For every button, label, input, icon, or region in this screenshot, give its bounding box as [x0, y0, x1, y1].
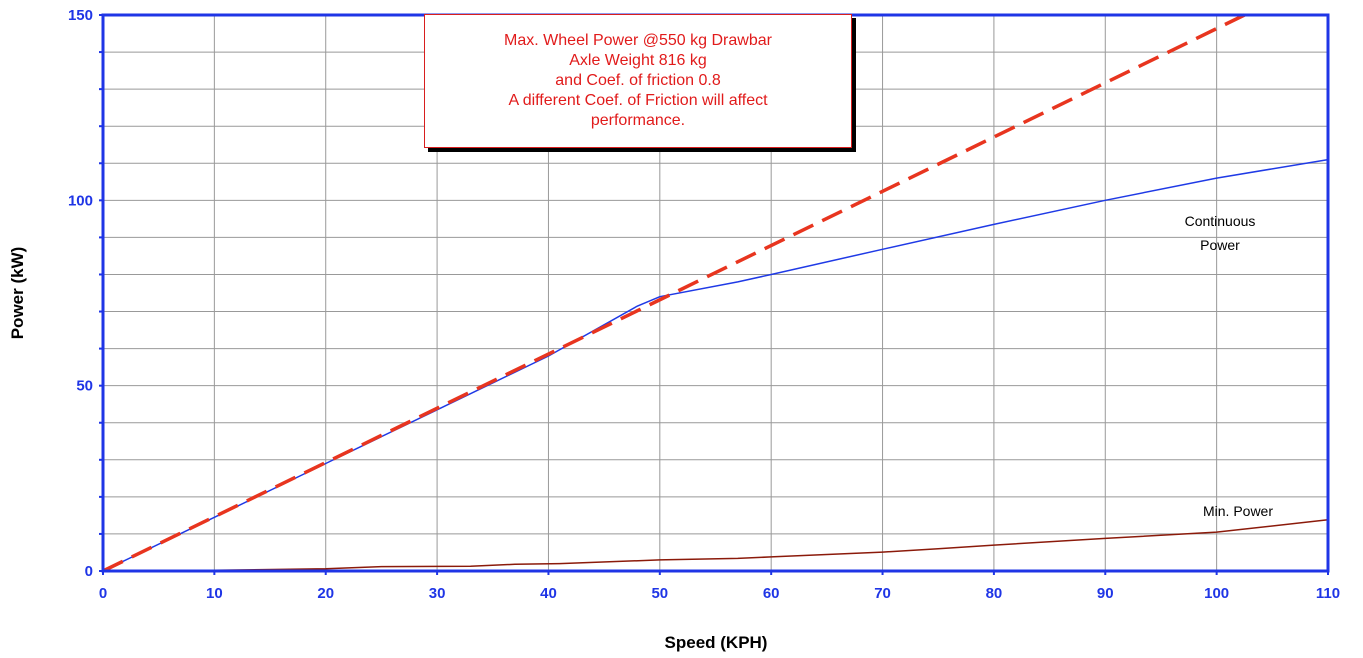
continuous-power-label-line2: Power — [1200, 237, 1240, 253]
x-tick-label: 70 — [874, 585, 891, 602]
annotation-line-2: Axle Weight 816 kg — [569, 52, 707, 69]
series-labels: Continuous Power Min. Power — [1185, 213, 1274, 519]
data-series — [102, 13, 1329, 573]
x-axis-title: Speed (KPH) — [665, 633, 768, 652]
max-wheel-power-line — [102, 13, 1246, 573]
x-tick-label: 40 — [540, 585, 557, 602]
x-tick-label: 80 — [986, 585, 1003, 602]
min-power-line — [102, 519, 1329, 572]
annotation-line-5: performance. — [590, 112, 686, 129]
x-tick-label: 30 — [429, 585, 446, 602]
x-tick-label: 0 — [99, 585, 107, 602]
x-tick-label: 110 — [1316, 585, 1340, 602]
x-tick-label: 100 — [1204, 585, 1229, 602]
y-tick-label: 150 — [68, 7, 93, 24]
annotation-line-1: Max. Wheel Power @550 kg Drawbar — [504, 32, 772, 49]
y-tick-label: 100 — [68, 192, 93, 209]
annotation-line-4: A different Coef. of Friction will affec… — [508, 92, 768, 109]
tick-labels: 0 10 20 30 40 50 60 70 80 90 100 110 0 50 100 150 — [68, 7, 1340, 602]
continuous-power-label-line1: Continuous — [1185, 213, 1256, 229]
y-tick-label: 50 — [76, 378, 93, 395]
y-tick-label: 0 — [85, 563, 93, 580]
x-tick-label: 10 — [206, 585, 223, 602]
annotation-box: Max. Wheel Power @550 kg Drawbar Axle We… — [424, 14, 852, 148]
annotation-line-3: and Coef. of friction 0.8 — [555, 72, 721, 89]
x-tick-label: 90 — [1097, 585, 1114, 602]
min-power-label: Min. Power — [1203, 503, 1273, 519]
x-tick-label: 50 — [651, 585, 668, 602]
continuous-power-line — [102, 158, 1329, 572]
x-tick-label: 60 — [763, 585, 780, 602]
y-axis-title: Power (kW) — [8, 247, 27, 340]
x-tick-label: 20 — [317, 585, 334, 602]
